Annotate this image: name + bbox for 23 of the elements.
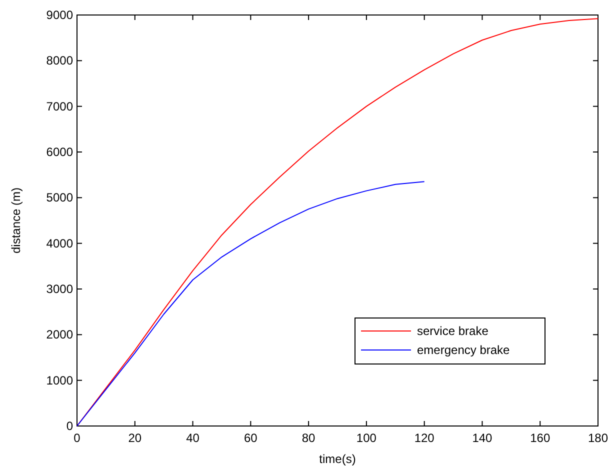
y-axis-title: distance (m) — [9, 187, 23, 254]
x-tick-label: 100 — [356, 431, 377, 445]
x-tick-label: 160 — [530, 431, 550, 445]
x-axis-title: time(s) — [319, 452, 356, 466]
y-tick-label: 5000 — [46, 190, 74, 205]
y-tick-label: 6000 — [46, 145, 74, 159]
x-tick-label: 120 — [414, 431, 435, 445]
x-tick-label: 180 — [588, 431, 608, 445]
legend-label: service brake — [417, 324, 489, 338]
legend-label: emergency brake — [417, 343, 510, 357]
y-tick-label: 0 — [66, 419, 74, 433]
y-tick-label: 9000 — [46, 8, 74, 22]
y-tick-label: 7000 — [46, 99, 74, 114]
y-tick-label: 3000 — [46, 282, 74, 296]
y-tick-label: 2000 — [46, 328, 74, 342]
x-tick-label: 80 — [302, 431, 316, 445]
x-tick-label: 60 — [244, 431, 258, 445]
x-tick-label: 140 — [472, 431, 493, 445]
x-tick-label: 20 — [128, 431, 142, 445]
x-tick-label: 40 — [186, 431, 200, 445]
y-tick-label: 1000 — [46, 373, 74, 388]
y-tick-label: 4000 — [46, 236, 74, 250]
y-tick-label: 8000 — [46, 54, 74, 68]
